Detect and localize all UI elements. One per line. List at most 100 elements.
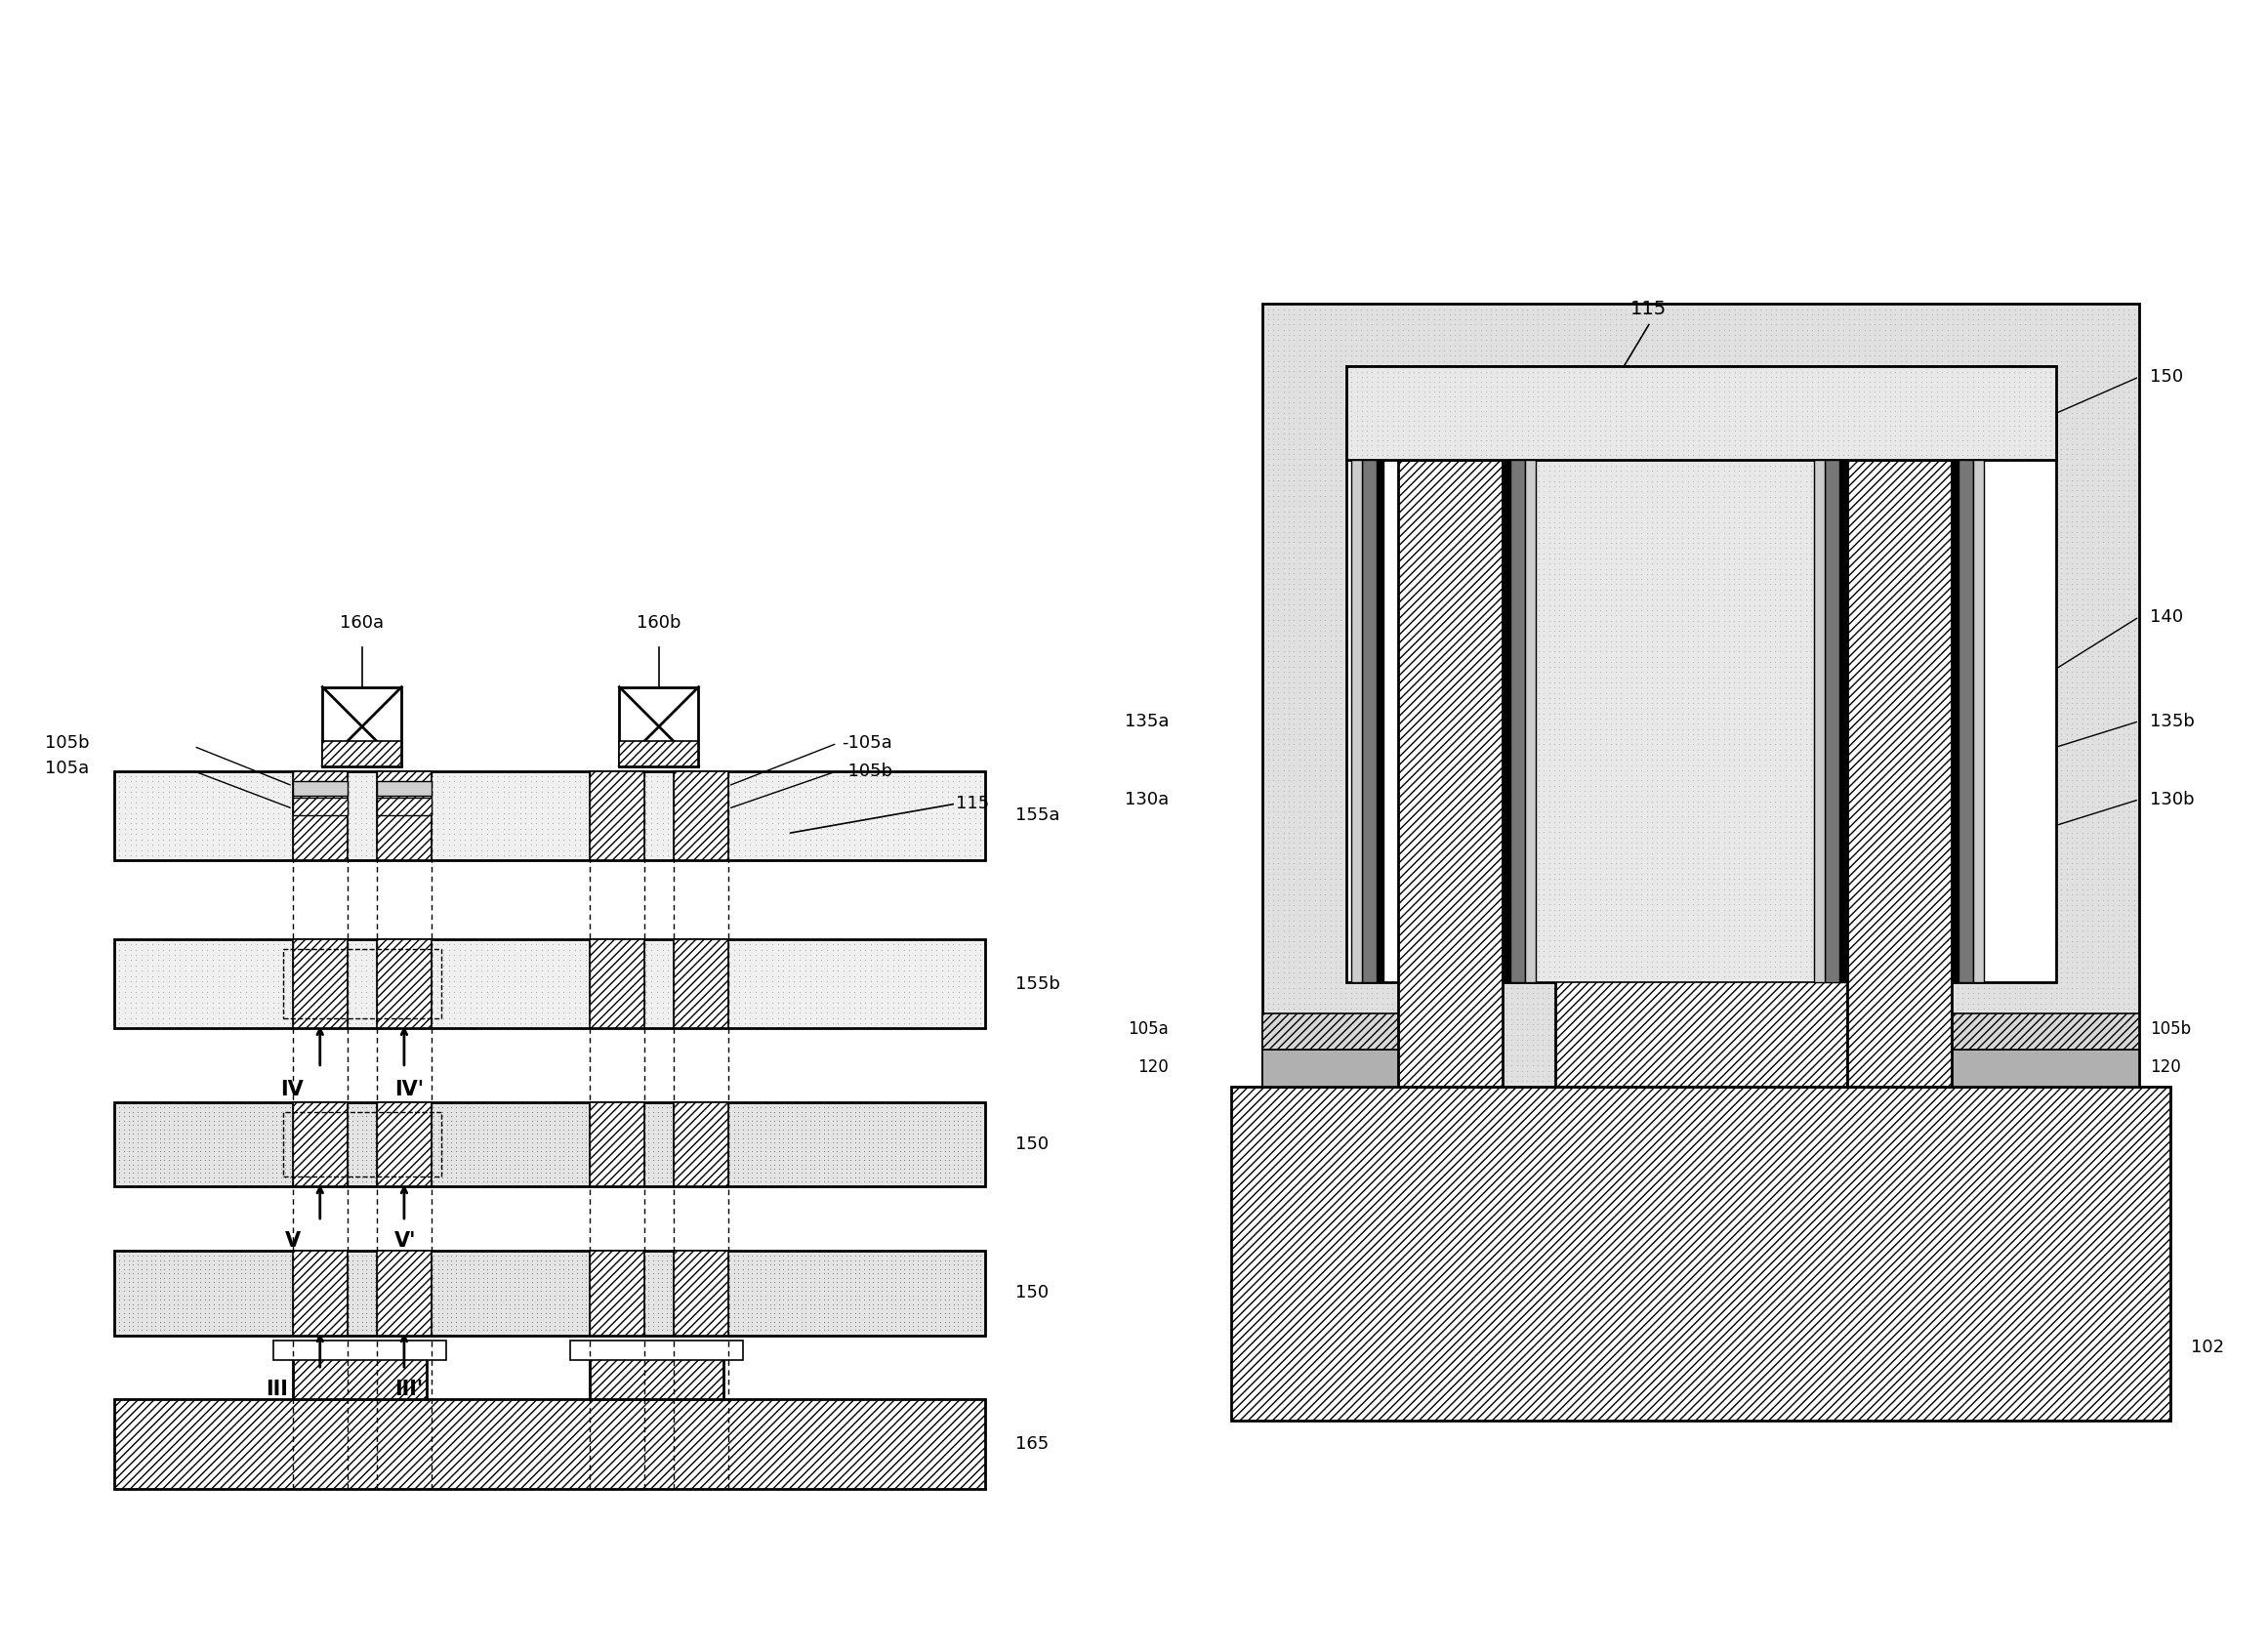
Point: [2012, 492, 2048, 518]
Point: [2059, 523, 2096, 550]
Point: [1254, 555, 1290, 581]
Point: [1753, 409, 1789, 436]
Point: [1676, 872, 1712, 898]
Point: [1960, 327, 1996, 353]
Point: [1851, 322, 1887, 348]
Point: [1266, 1042, 1302, 1068]
Point: [1640, 518, 1676, 545]
Point: [1810, 649, 1846, 675]
Point: [1726, 322, 1762, 348]
Point: [1907, 695, 1944, 721]
Point: [1955, 565, 1991, 591]
Point: [1422, 504, 1458, 530]
Point: [1379, 943, 1415, 969]
Point: [1794, 358, 1830, 385]
Point: [1794, 674, 1830, 700]
Point: [1794, 892, 1830, 918]
Point: [1749, 819, 1785, 845]
Point: [268, 1317, 304, 1344]
Point: [1506, 644, 1542, 670]
Point: [1608, 452, 1644, 479]
Point: [1737, 928, 1774, 954]
Point: [1479, 768, 1515, 794]
Point: [1649, 1052, 1685, 1078]
Point: [558, 1151, 594, 1177]
Point: [374, 1278, 411, 1304]
Point: [1386, 395, 1422, 421]
Point: [1810, 882, 1846, 908]
Point: [451, 1134, 488, 1161]
Point: [1644, 550, 1681, 576]
Point: [1778, 721, 1814, 748]
Point: [585, 1265, 621, 1291]
Point: [1499, 494, 1535, 520]
Point: [1488, 788, 1524, 814]
Point: [1799, 462, 1835, 489]
Point: [1399, 395, 1436, 421]
Point: [2007, 649, 2043, 675]
Point: [2007, 400, 2043, 426]
Point: [1721, 556, 1758, 583]
Point: [1887, 1015, 1923, 1042]
Point: [1819, 763, 1855, 789]
Point: [145, 989, 181, 1015]
Point: [1690, 659, 1726, 685]
Point: [1343, 979, 1379, 1005]
Point: [1495, 358, 1531, 385]
Point: [864, 974, 900, 1001]
Point: [1712, 596, 1749, 622]
Point: [1343, 741, 1379, 768]
Point: [1520, 773, 1556, 799]
Point: [191, 1286, 227, 1313]
Point: [1653, 368, 1690, 395]
Point: [1903, 601, 1939, 627]
Point: [830, 967, 866, 994]
Point: [919, 1108, 955, 1134]
Point: [1415, 659, 1452, 685]
Point: [1572, 1052, 1608, 1078]
Point: [1964, 383, 2000, 409]
Point: [1669, 892, 1706, 918]
Point: [962, 1164, 998, 1190]
Point: [1592, 414, 1628, 441]
Point: [1588, 726, 1624, 753]
Point: [1960, 433, 1996, 459]
Point: [1676, 423, 1712, 449]
Point: [1495, 685, 1531, 712]
Point: [1814, 433, 1851, 459]
Point: [1710, 834, 1746, 860]
Point: [236, 1286, 272, 1313]
Point: [342, 958, 379, 984]
Point: [2043, 363, 2080, 390]
Point: [195, 967, 231, 994]
Point: [2105, 908, 2141, 934]
Point: [1842, 746, 1878, 773]
Point: [1628, 296, 1665, 322]
Point: [1520, 499, 1556, 525]
Point: [1805, 1010, 1842, 1037]
Point: [1608, 494, 1644, 520]
Point: [1588, 378, 1624, 404]
Point: [1987, 368, 2023, 395]
Point: [1576, 348, 1613, 375]
Point: [1547, 617, 1583, 644]
Point: [1447, 741, 1483, 768]
Point: [864, 1169, 900, 1195]
Point: [635, 1286, 671, 1313]
Point: [1733, 409, 1769, 436]
Point: [1907, 751, 1944, 778]
Point: [1467, 674, 1504, 700]
Point: [2012, 1042, 2048, 1068]
Point: [102, 1247, 138, 1273]
Point: [392, 768, 429, 794]
Point: [1277, 933, 1313, 959]
Point: [923, 1251, 959, 1278]
Point: [2023, 1027, 2059, 1053]
Point: [2084, 613, 2121, 639]
Point: [1778, 901, 1814, 928]
Point: [1399, 814, 1436, 840]
Point: [1603, 1063, 1640, 1090]
Point: [404, 958, 440, 984]
Point: [1787, 452, 1823, 479]
Point: [1452, 746, 1488, 773]
